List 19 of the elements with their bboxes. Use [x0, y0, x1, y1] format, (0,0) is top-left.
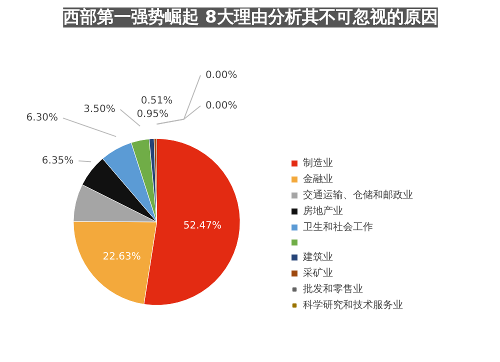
data-label: 3.50% — [84, 104, 116, 115]
data-label: 52.47% — [183, 220, 222, 232]
text: 0.00% — [205, 100, 238, 112]
legend-label: 卫生和社会工作 — [303, 220, 373, 234]
legend-label: 科学研究和技术服务业 — [303, 298, 403, 312]
data-label: 22.63% — [102, 251, 141, 262]
legend-label: 交通运输、仓储和邮政业 — [303, 188, 413, 202]
data-label: 0.51% — [140, 95, 173, 106]
legend-label: 采矿业 — [303, 266, 333, 280]
data-label: 6.30% — [26, 112, 58, 124]
legend-label: 制造业 — [303, 156, 333, 170]
data-label: 0.95% — [136, 108, 168, 120]
legend-label: 金融业 — [303, 172, 333, 186]
legend-label: 建筑业 — [303, 250, 333, 264]
legend-label: 批发和零售业 — [303, 282, 363, 296]
text: 0.00% — [205, 70, 238, 81]
data-label: 6.35% — [42, 155, 74, 166]
legend-label: 房地产业 — [303, 204, 343, 218]
chart-title: 西部第一强势崛起 8大理由分析其不可忽视的原因 — [62, 8, 438, 28]
